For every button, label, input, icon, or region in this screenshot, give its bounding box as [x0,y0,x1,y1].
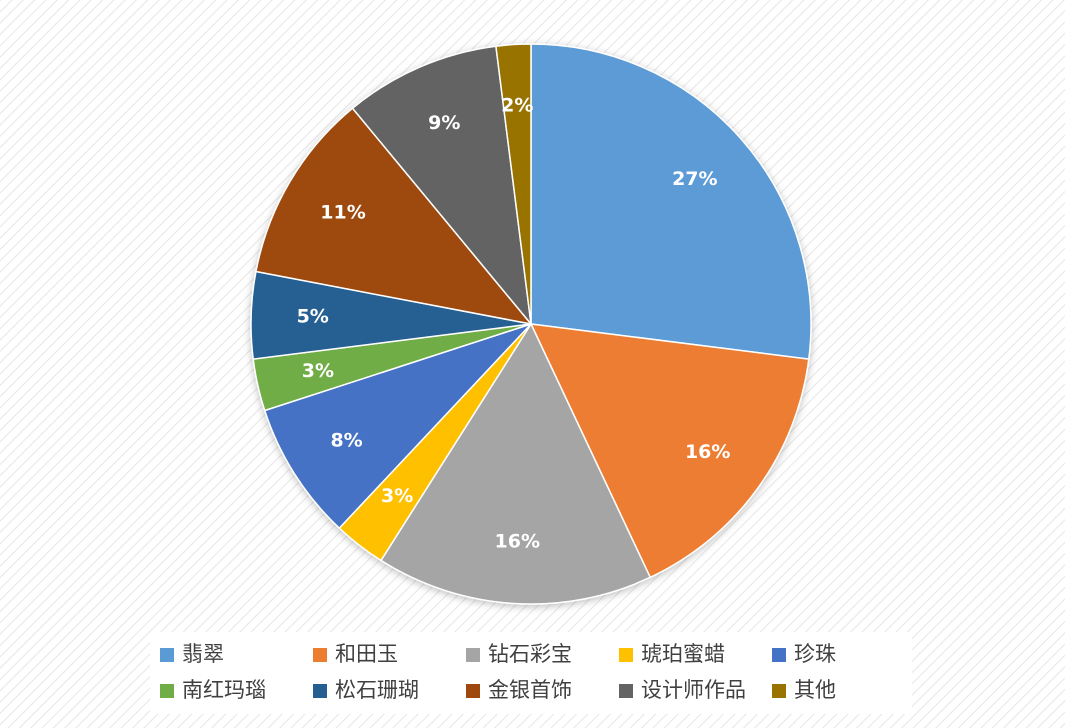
value-label: 5% [297,306,329,328]
value-label: 2% [501,95,533,117]
pie-slice [379,322,652,605]
legend-box [150,632,912,714]
pie-slice [255,107,533,326]
legend-swatch [160,684,174,698]
pie-slice [530,43,812,360]
legend-label: 珍珠 [794,642,836,666]
value-label: 11% [320,201,365,223]
pie-slice [495,43,532,325]
legend-swatch [619,684,633,698]
legend-label: 设计师作品 [641,678,746,702]
legend-label: 钻石彩宝 [488,642,572,666]
value-label: 16% [495,530,540,552]
legend-swatch [313,648,327,662]
value-label: 9% [428,112,460,134]
legend-swatch [772,648,786,662]
legend-swatch [619,648,633,662]
legend-label: 其他 [794,678,836,702]
legend-swatch [466,684,480,698]
value-label: 3% [381,485,413,507]
value-label: 16% [685,441,730,463]
legend-swatch [466,648,480,662]
value-label: 8% [330,430,362,452]
legend-swatch [772,684,786,698]
pie-slice [529,323,810,579]
value-label: 3% [302,360,334,382]
legend-label: 南红玛瑙 [182,678,266,702]
pie-slice [263,323,532,530]
pie [250,43,812,605]
legend-swatch [160,648,174,662]
legend-label: 翡翠 [182,642,224,666]
value-labels: 27% 16% 16% 3% 8% 3% 5% 11% 9% 2% [297,95,731,553]
legend-label: 和田玉 [335,642,398,666]
legend-label: 琥珀蜜蜡 [641,642,725,666]
legend-label: 金银首饰 [488,678,572,702]
legend-swatch [313,684,327,698]
legend-label: 松石珊瑚 [335,678,419,702]
value-label: 27% [672,168,717,190]
pie-slice [351,45,533,327]
